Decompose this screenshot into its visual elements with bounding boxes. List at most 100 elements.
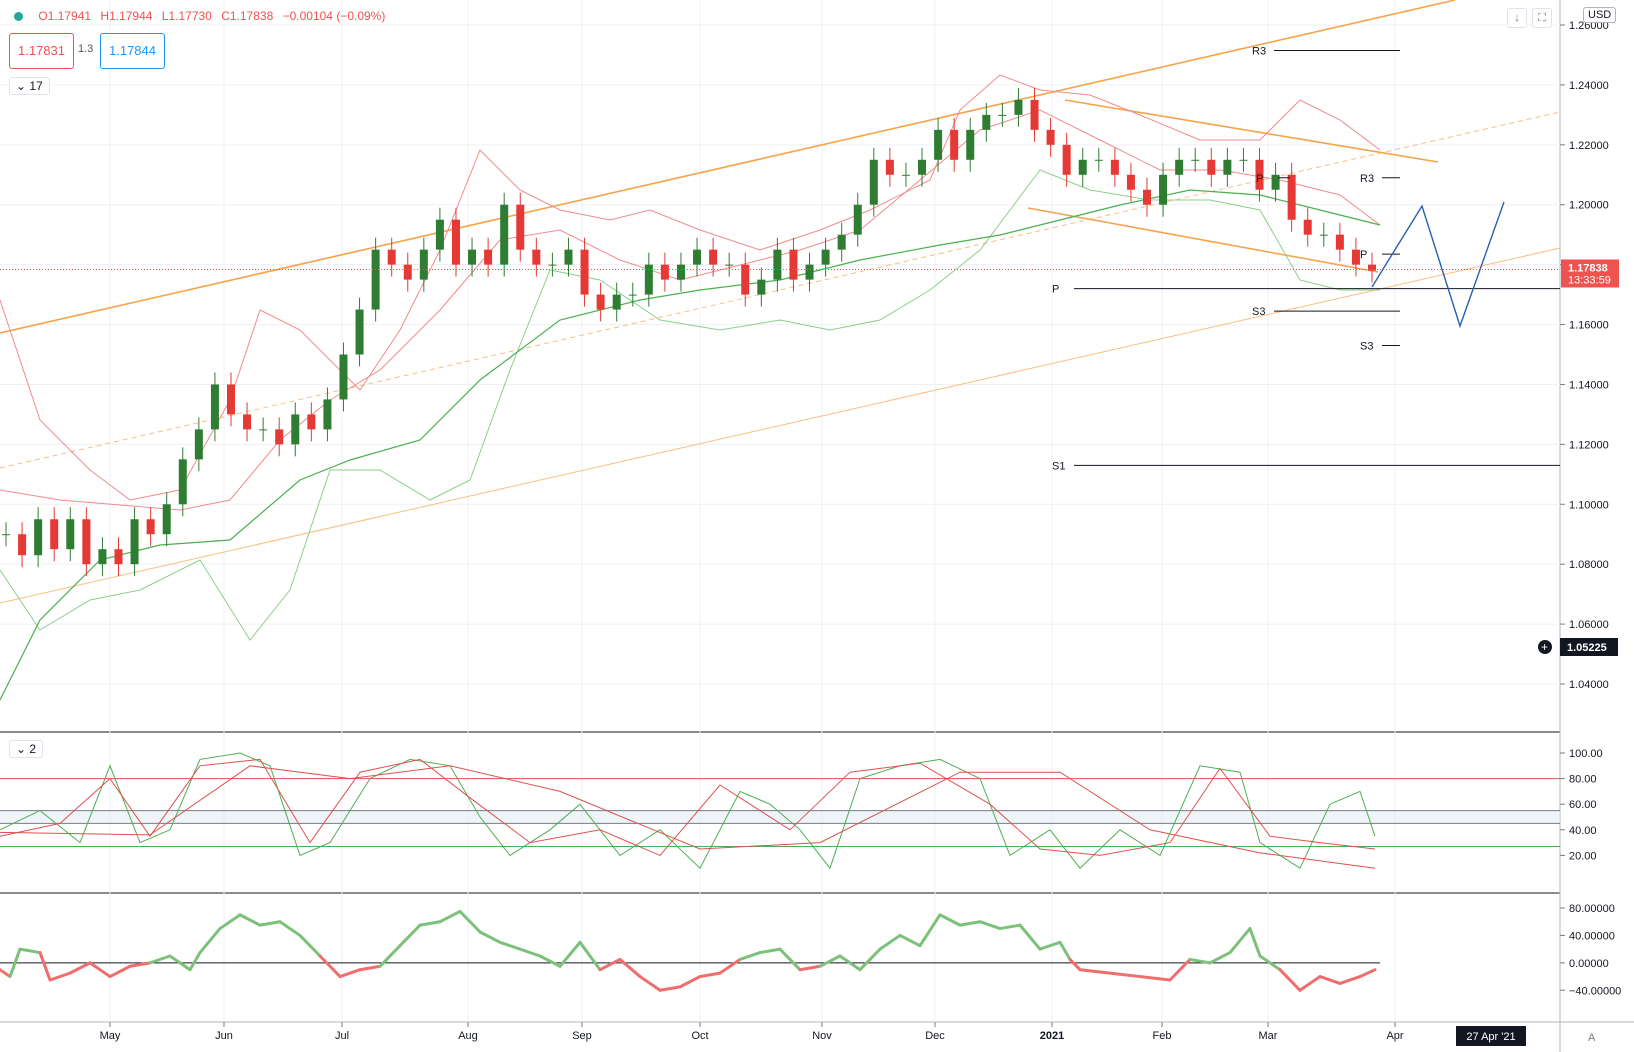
oscillator-slow-line <box>0 758 1376 857</box>
time-tick-label: Aug <box>458 1030 478 1042</box>
time-tick-label: Dec <box>925 1030 945 1042</box>
price-tick-label: 1.08000 <box>1569 559 1609 571</box>
momentum-segment <box>1358 968 1377 979</box>
candle-body <box>194 429 203 460</box>
momentum-segment <box>538 954 562 968</box>
momentum-segment <box>998 923 1022 931</box>
pivot-label-p: P <box>1256 173 1263 185</box>
candle-body <box>1207 159 1216 175</box>
candle-body <box>1351 249 1360 265</box>
candle-body <box>243 414 252 430</box>
momentum-segment <box>198 927 222 955</box>
candle-body <box>210 384 219 430</box>
market-status-icon <box>14 12 23 22</box>
momentum-segment <box>1208 951 1232 965</box>
crosshair-time-badge <box>1456 1026 1526 1046</box>
momentum-segment <box>478 930 502 944</box>
indicators-toggle-button[interactable]: ⌄ 17 <box>9 77 50 95</box>
candle-body <box>885 159 894 175</box>
candle-body <box>50 519 59 550</box>
channel-mid-line <box>0 111 1561 469</box>
candle-body <box>837 234 846 250</box>
candle-body <box>1368 264 1376 271</box>
candle-body <box>1030 99 1039 130</box>
candle-body <box>1303 219 1312 235</box>
candle-body <box>741 264 750 295</box>
pane-toggle-button[interactable]: ⌄ 2 <box>9 740 44 758</box>
momentum-segment <box>758 947 782 955</box>
momentum-segment <box>498 940 522 951</box>
price-tick-label: 1.14000 <box>1569 379 1609 391</box>
buy-button[interactable]: 1.17844 <box>100 33 165 69</box>
candle-body <box>18 534 27 556</box>
candle-body <box>355 309 364 355</box>
sell-button[interactable]: 1.17831 <box>9 33 74 69</box>
momentum-segment <box>1278 968 1302 992</box>
add-alert-icon[interactable] <box>1538 640 1552 654</box>
momentum-tick-label: −40.00000 <box>1569 985 1621 997</box>
momentum-segment <box>598 957 622 972</box>
momentum-segment <box>1228 927 1252 955</box>
oscillator-tick-label: 60.00 <box>1569 799 1597 811</box>
candle-body <box>387 249 396 265</box>
time-tick-label: May <box>100 1030 121 1042</box>
spread-value: 1.3 <box>78 43 94 55</box>
price-tick-label: 1.22000 <box>1569 140 1609 152</box>
pivot-label-s1: S1 <box>1052 460 1065 472</box>
price-tick-label: 1.20000 <box>1569 200 1609 212</box>
crosshair-price-badge <box>1560 638 1618 656</box>
momentum-segment <box>8 947 22 979</box>
autoscale-button[interactable]: A <box>1588 1032 1596 1044</box>
momentum-segment <box>68 961 92 975</box>
momentum-segment <box>1248 927 1262 958</box>
candle-body <box>628 294 637 296</box>
momentum-segment <box>698 971 722 979</box>
time-tick-label: Jun <box>215 1030 233 1042</box>
candle-body <box>1255 159 1264 190</box>
candle-body <box>532 249 541 265</box>
oscillator-tick-label: 20.00 <box>1569 850 1597 862</box>
candle-body <box>1062 144 1071 175</box>
currency-button[interactable]: USD <box>1583 7 1617 23</box>
candle-body <box>1159 174 1168 205</box>
momentum-segment <box>18 947 42 955</box>
candle-body <box>918 159 927 175</box>
oscillator-fast-line <box>0 752 1376 870</box>
time-tick-label: Sep <box>572 1030 592 1042</box>
momentum-segment <box>238 913 262 927</box>
candle-body <box>1223 159 1232 175</box>
candle-body <box>950 129 959 160</box>
momentum-segment <box>1138 975 1172 982</box>
candle-body <box>146 519 155 535</box>
momentum-segment <box>88 961 112 979</box>
candle-body <box>1335 234 1344 250</box>
arrow-down-icon[interactable]: ↓ <box>1507 8 1527 28</box>
candle-body <box>564 249 573 265</box>
ohlc-legend: O1.17941 H1.17944 L1.17730 C1.17838 −0.0… <box>14 9 391 23</box>
wedge-lower-line <box>1027 207 1379 273</box>
momentum-segment <box>38 951 52 982</box>
momentum-segment <box>1078 968 1112 975</box>
fullscreen-icon[interactable]: ⛶ <box>1532 8 1552 28</box>
candle-body <box>162 504 171 535</box>
candle-body <box>773 249 782 280</box>
oscillator-signal-line <box>0 765 1376 869</box>
candle-body <box>1046 129 1055 145</box>
momentum-segment <box>898 933 922 948</box>
momentum-tick-label: 40.00000 <box>1569 930 1615 942</box>
candle-body <box>2 534 10 536</box>
candle-body <box>178 459 187 505</box>
time-tick-label: Apr <box>1386 1030 1403 1042</box>
momentum-segment <box>918 913 942 948</box>
momentum-segment <box>618 957 642 979</box>
high-value: H1.17944 <box>100 9 153 23</box>
momentum-segment <box>218 913 242 931</box>
candle-body <box>500 204 509 265</box>
candle-body <box>966 129 975 160</box>
candle-body <box>1078 159 1087 175</box>
momentum-segment <box>258 920 282 927</box>
momentum-segment <box>1018 923 1042 951</box>
candle-body <box>1287 174 1296 220</box>
time-tick-label: Nov <box>812 1030 832 1042</box>
